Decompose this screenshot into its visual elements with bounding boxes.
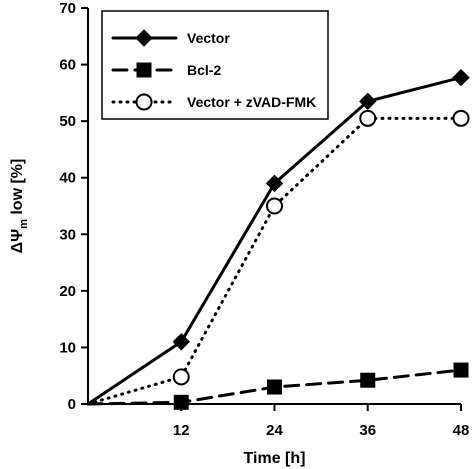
- y-tick-label: 60: [59, 57, 76, 74]
- series-line: [86, 76, 463, 406]
- data-point: [267, 379, 282, 395]
- y-tick-label: 50: [59, 113, 76, 130]
- x-axis-label: Time [h]: [244, 450, 306, 467]
- y-axis-ticks: 0 10 20 30 40 50 60 70: [59, 0, 88, 413]
- data-point: [359, 109, 377, 127]
- data-point: [172, 333, 190, 351]
- legend-marker: [135, 93, 153, 111]
- y-tick-label: 0: [68, 396, 76, 413]
- y-tick-label: 30: [59, 226, 76, 243]
- legend-label: Vector: [187, 30, 230, 46]
- x-tick-label: 12: [173, 422, 190, 439]
- x-tick-label: 24: [266, 422, 283, 439]
- legend-marker: [135, 29, 153, 47]
- data-point: [359, 92, 377, 111]
- y-tick-label: 40: [59, 170, 76, 187]
- data-point: [360, 372, 376, 388]
- data-point: [452, 109, 470, 127]
- x-axis-ticks: 12 24 36 48: [173, 404, 469, 439]
- data-point: [453, 362, 469, 378]
- y-axis-label-symbol: ΔΨ: [9, 229, 26, 254]
- legend-marker: [136, 62, 152, 78]
- x-tick-label: 48: [453, 422, 470, 439]
- y-tick-label: 70: [59, 0, 76, 17]
- series-layer: [86, 68, 470, 410]
- series-3: [86, 109, 470, 406]
- y-tick-label: 10: [59, 339, 76, 356]
- data-point: [452, 68, 470, 87]
- legend-label: Bcl-2: [187, 62, 221, 78]
- series-1: [86, 68, 470, 406]
- data-point: [265, 174, 284, 193]
- y-axis-label-subscript: m: [18, 219, 30, 229]
- y-axis-label: ΔΨm low [%]: [9, 159, 30, 254]
- data-point: [266, 197, 283, 215]
- legend-label: Vector + zVAD-FMK: [187, 94, 316, 110]
- legend: Vector Bcl-2 Vector + zVAD-FMK: [101, 10, 329, 120]
- series-2: [86, 362, 469, 410]
- series-line: [86, 116, 463, 406]
- y-tick-label: 20: [59, 283, 76, 300]
- y-axis-label-suffix: low [%]: [9, 159, 26, 219]
- data-point: [173, 394, 189, 410]
- data-point: [172, 368, 190, 386]
- x-tick-label: 36: [359, 422, 376, 439]
